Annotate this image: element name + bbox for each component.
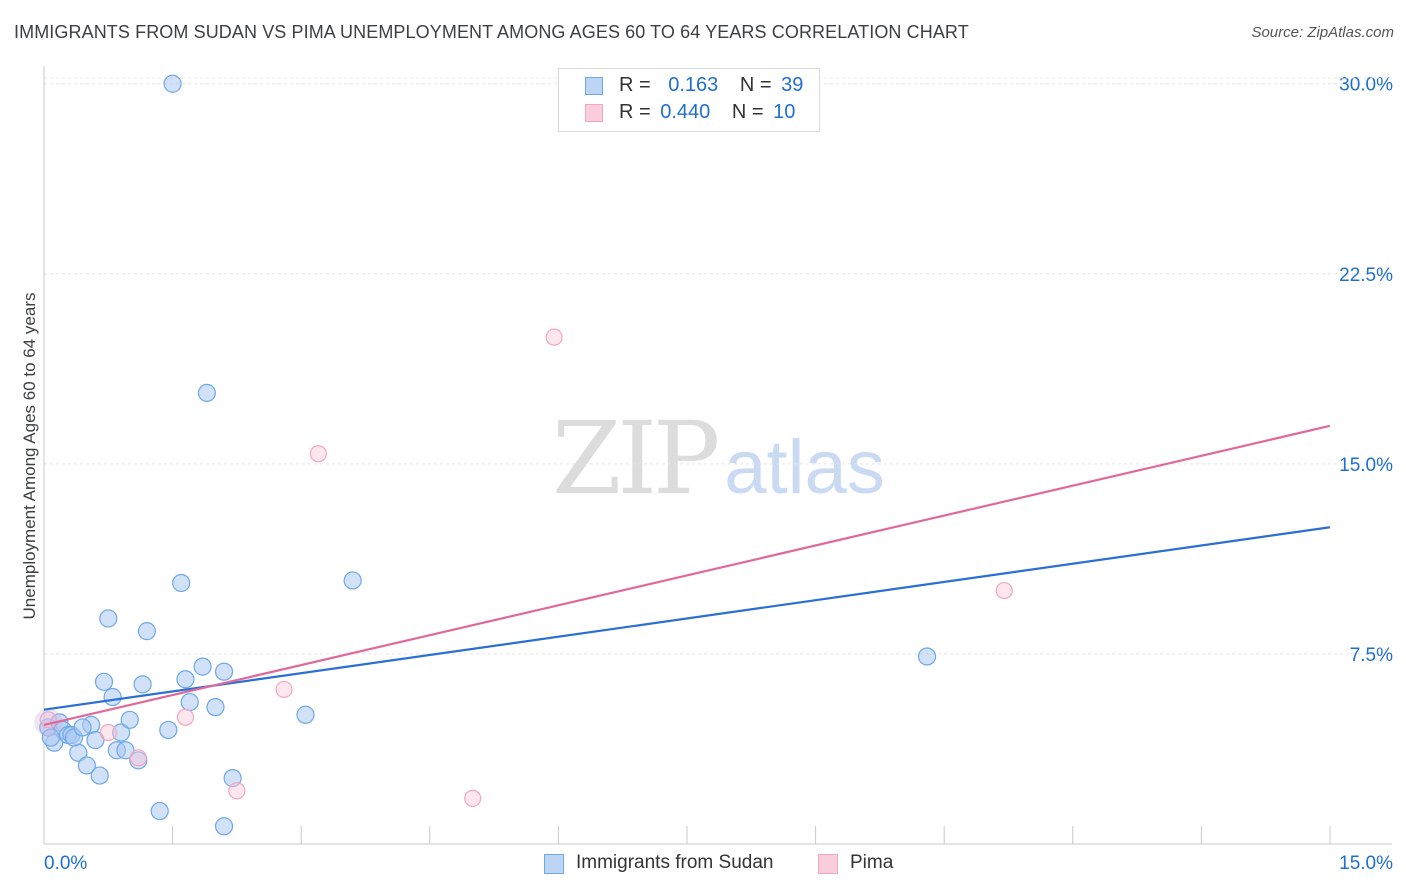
- data-point-sudan: [103, 687, 122, 707]
- data-point-sudan: [176, 670, 195, 689]
- data-point-pima: [275, 680, 293, 699]
- data-point-sudan: [193, 657, 212, 676]
- chart-title: IMMIGRANTS FROM SUDAN VS PIMA UNEMPLOYME…: [14, 22, 969, 42]
- data-point-sudan: [99, 609, 118, 628]
- x-tick-label-max: 15.0%: [1339, 853, 1393, 874]
- legend-r-label: R =: [619, 101, 651, 123]
- data-point-sudan: [214, 662, 234, 681]
- data-point-sudan: [197, 383, 216, 403]
- legend-swatch-sudan: [585, 77, 603, 95]
- x-tick-label-min: 0.0%: [44, 853, 87, 874]
- data-point-sudan: [112, 723, 131, 742]
- data-point-sudan: [137, 622, 156, 641]
- data-point-sudan: [296, 705, 315, 724]
- cluster-marker: [34, 708, 63, 737]
- data-point-sudan: [73, 718, 92, 737]
- data-point-sudan: [214, 817, 234, 836]
- series-swatch-pima: [818, 854, 838, 874]
- data-point-sudan: [77, 756, 96, 775]
- source-credit: Source: ZipAtlas.com: [1251, 24, 1394, 41]
- data-point-pima: [545, 328, 563, 346]
- data-point-sudan: [133, 675, 152, 694]
- series-name-sudan: Immigrants from Sudan: [576, 852, 774, 873]
- data-point-pima: [309, 445, 327, 463]
- data-point-sudan: [94, 672, 114, 691]
- trend-line-pima: [43, 424, 1331, 726]
- data-point-sudan: [163, 74, 182, 93]
- data-point-sudan: [116, 741, 135, 760]
- series-legend: Immigrants from Sudan Pima: [0, 852, 1406, 878]
- data-point-pima: [464, 789, 482, 807]
- data-point-pima: [176, 708, 195, 726]
- data-point-sudan: [180, 692, 199, 712]
- data-point-sudan: [90, 766, 109, 785]
- data-point-sudan: [120, 710, 139, 729]
- y-tick-label: 7.5%: [1350, 645, 1393, 666]
- data-point-sudan: [41, 728, 60, 747]
- data-point-pima: [228, 782, 246, 800]
- y-tick-label: 15.0%: [1339, 455, 1393, 476]
- data-point-pima: [99, 723, 117, 742]
- legend-n-label: N =: [731, 101, 764, 123]
- y-tick-label: 22.5%: [1339, 265, 1393, 286]
- legend-r-value-sudan: 0.163: [668, 74, 719, 96]
- data-point-pima: [129, 749, 147, 767]
- data-point-sudan: [206, 698, 225, 717]
- legend-r-label: R =: [619, 74, 651, 96]
- legend-r-value-pima: 0.440: [660, 101, 711, 123]
- legend-swatch-pima: [585, 104, 603, 122]
- data-point-sudan: [343, 571, 362, 590]
- correlation-legend: R = 0.163 N = 39 R = 0.440 N = 10: [558, 68, 820, 132]
- series-name-pima: Pima: [850, 852, 894, 873]
- data-point-sudan: [159, 720, 178, 740]
- legend-n-value-pima: 10: [773, 101, 796, 123]
- data-point-sudan: [172, 573, 191, 593]
- data-point-sudan: [86, 730, 105, 750]
- trend-line-sudan: [43, 526, 1331, 711]
- legend-n-label: N =: [739, 74, 772, 96]
- data-point-sudan: [150, 801, 169, 821]
- data-point-pima: [995, 581, 1013, 600]
- data-point-sudan: [917, 647, 937, 666]
- series-swatch-sudan: [544, 854, 564, 874]
- y-tick-label: 30.0%: [1339, 75, 1393, 96]
- legend-n-value-sudan: 39: [781, 74, 804, 96]
